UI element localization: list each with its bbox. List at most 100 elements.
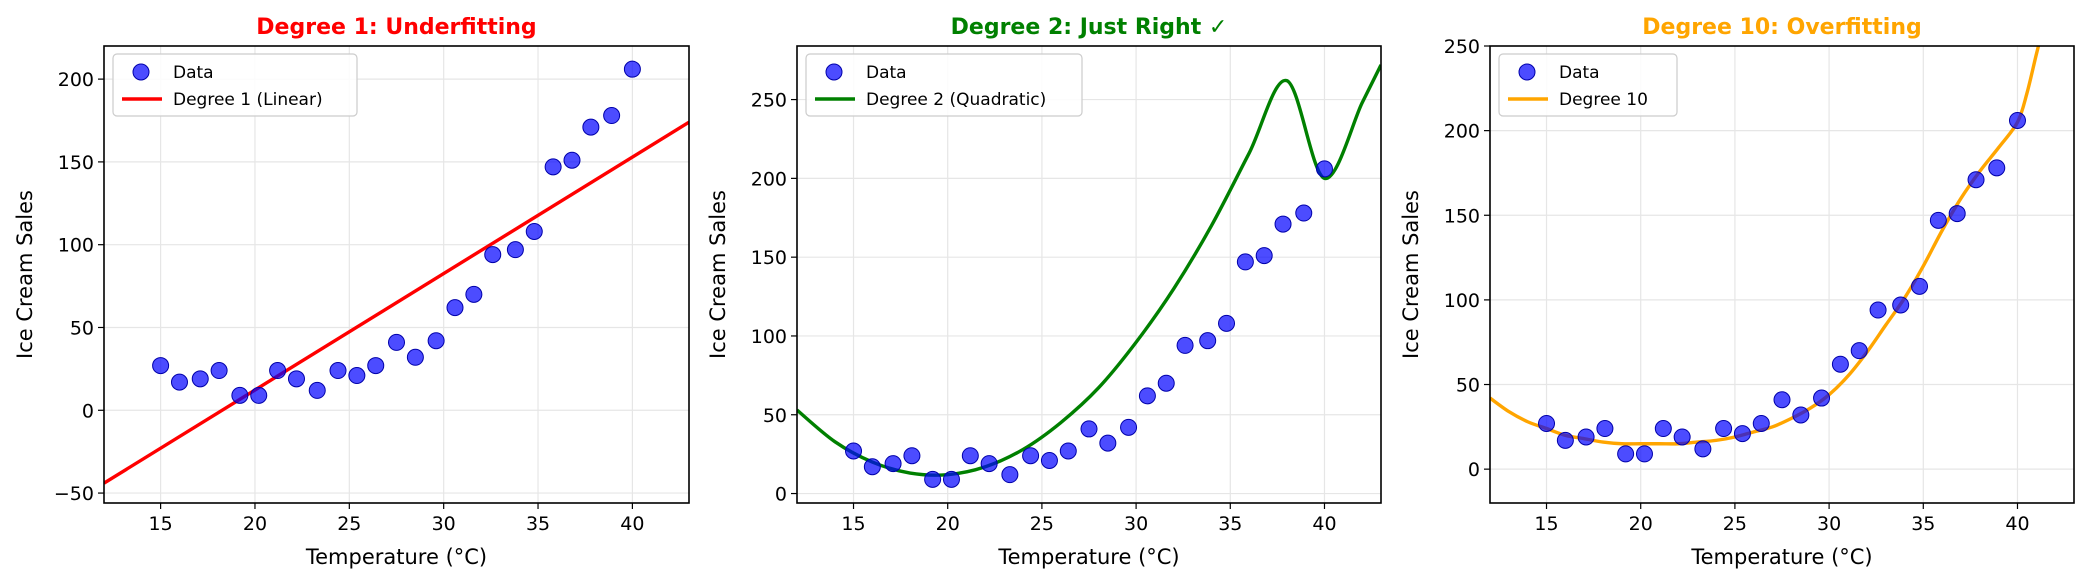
data-point xyxy=(231,386,249,404)
x-tick-label: 15 xyxy=(149,513,173,535)
data-point xyxy=(367,357,385,375)
data-point xyxy=(210,362,228,380)
x-axis-label: Temperature (°C) xyxy=(997,545,1179,569)
data-point xyxy=(1022,447,1040,465)
data-point xyxy=(525,222,543,240)
legend-label-fit: Degree 2 (Quadratic) xyxy=(866,90,1046,110)
plot-area xyxy=(1490,46,2041,463)
data-point xyxy=(1654,420,1672,438)
legend: Data Degree 10 xyxy=(1498,53,1678,117)
data-point xyxy=(388,333,405,351)
data-point xyxy=(1892,296,1910,314)
data-point xyxy=(1694,440,1712,458)
fit-line xyxy=(797,64,1381,477)
data-point xyxy=(1948,205,1966,223)
y-tick-label: 100 xyxy=(58,235,94,257)
axes-frame xyxy=(103,45,690,504)
legend-marker-data xyxy=(825,63,843,81)
y-tick-label: 250 xyxy=(751,90,787,112)
y-tick-label: 200 xyxy=(58,69,94,91)
data-point xyxy=(544,158,562,176)
plot-area xyxy=(104,60,689,485)
data-point xyxy=(980,455,998,473)
data-point xyxy=(1752,414,1770,432)
x-axis-label: Temperature (°C) xyxy=(305,545,487,569)
legend-label-fit: Degree 1 (Linear) xyxy=(173,90,323,110)
data-point xyxy=(1157,374,1175,392)
data-point xyxy=(903,447,921,465)
data-point xyxy=(427,332,445,350)
chart-title: Degree 1: Underfitting xyxy=(256,15,536,40)
data-point xyxy=(603,107,621,125)
x-tick-label: 25 xyxy=(1723,513,1747,535)
y-tick-label: −50 xyxy=(54,483,94,505)
data-point xyxy=(1577,428,1595,446)
legend: Data Degree 1 (Linear) xyxy=(112,53,358,117)
y-tick-label: 200 xyxy=(751,168,787,190)
data-point xyxy=(1813,389,1831,407)
y-tick-label: 150 xyxy=(1444,205,1480,227)
y-axis-label: Ice Cream Sales xyxy=(1399,190,1423,359)
data-point xyxy=(506,241,524,259)
data-point xyxy=(2008,111,2026,129)
data-point xyxy=(329,362,347,380)
data-point xyxy=(170,373,188,391)
data-point xyxy=(582,118,600,136)
x-tick-label: 30 xyxy=(1124,513,1148,535)
data-point xyxy=(465,285,483,303)
fit-line xyxy=(104,120,689,485)
x-tick-label: 35 xyxy=(526,513,550,535)
data-point xyxy=(924,470,942,488)
x-tick-label: 20 xyxy=(243,513,267,535)
data-point xyxy=(1218,314,1236,332)
x-tick-label: 40 xyxy=(620,513,644,535)
legend-label-fit: Degree 10 xyxy=(1559,90,1648,110)
x-tick-label: 35 xyxy=(1911,513,1935,535)
data-point xyxy=(1120,418,1138,436)
legend-box xyxy=(112,53,358,117)
y-axis-label: Ice Cream Sales xyxy=(13,190,37,359)
data-point xyxy=(1080,420,1098,438)
y-axis-label: Ice Cream Sales xyxy=(706,190,730,359)
legend-box xyxy=(805,53,1083,117)
data-point xyxy=(1869,301,1887,319)
data-point xyxy=(1850,342,1868,360)
data-point xyxy=(884,455,902,473)
data-point xyxy=(1792,406,1810,424)
data-point xyxy=(1236,253,1254,271)
y-tick-label: 100 xyxy=(751,326,787,348)
data-point xyxy=(1911,277,1929,295)
data-point xyxy=(563,151,581,169)
x-tick-label: 20 xyxy=(936,513,960,535)
axes-frame xyxy=(796,45,1382,504)
data-point xyxy=(1988,159,2006,177)
data-point xyxy=(308,381,326,399)
y-tick-label: 150 xyxy=(751,247,787,269)
data-point xyxy=(1967,171,1985,189)
chart-title: Degree 2: Just Right ✓ xyxy=(951,15,1228,40)
data-point xyxy=(484,246,502,264)
data-point xyxy=(1001,466,1019,484)
data-point xyxy=(446,299,464,317)
data-point xyxy=(1733,425,1751,443)
x-tick-label: 25 xyxy=(337,513,361,535)
y-tick-label: 0 xyxy=(775,484,787,506)
x-tick-label: 15 xyxy=(841,513,865,535)
y-tick-label: 50 xyxy=(70,317,94,339)
data-point xyxy=(1315,160,1333,178)
data-point xyxy=(1929,211,1947,229)
data-point xyxy=(287,370,305,388)
y-tick-label: 250 xyxy=(1444,36,1480,58)
chart-panel-1: 15 20 25 30 35 40 −50 0 50 100 150 200 Degree 1: Und… xyxy=(13,15,690,569)
x-tick-label: 25 xyxy=(1030,513,1054,535)
data-point xyxy=(863,458,881,476)
plot-area xyxy=(797,64,1381,488)
data-point xyxy=(406,348,424,366)
data-point xyxy=(1199,332,1217,350)
x-tick-label: 40 xyxy=(1312,513,1336,535)
y-tick-label: 50 xyxy=(763,405,787,427)
legend: Data Degree 2 (Quadratic) xyxy=(805,53,1083,117)
data-point xyxy=(961,447,979,465)
legend-marker-data xyxy=(1518,63,1536,81)
